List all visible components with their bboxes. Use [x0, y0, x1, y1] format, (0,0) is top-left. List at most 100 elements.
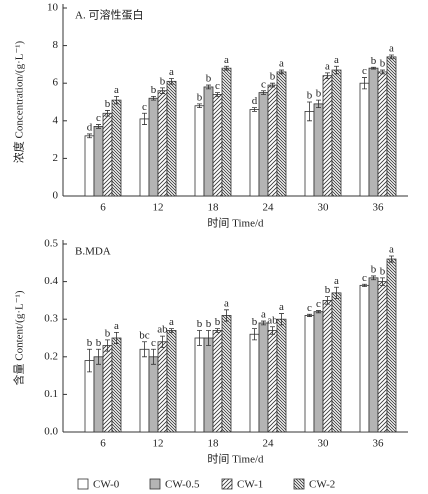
y-tick-label: 2: [53, 152, 59, 164]
y-tick-label: 8: [53, 39, 59, 51]
bar: [203, 86, 214, 197]
bar: [267, 84, 278, 197]
significance-letter: b: [96, 337, 102, 349]
bar: [359, 284, 370, 433]
significance-letter: ab: [157, 324, 168, 336]
bar: [313, 311, 324, 433]
significance-letter: a: [224, 54, 229, 66]
bar: [102, 345, 113, 433]
error-bar: [252, 107, 257, 112]
error-bar: [197, 103, 202, 109]
significance-letter: c: [215, 80, 220, 92]
error-bar: [151, 95, 156, 101]
significance-letter: c: [307, 302, 312, 314]
significance-letter: c: [142, 101, 147, 113]
x-tick-label: 18: [208, 202, 220, 214]
significance-letter: a: [389, 43, 394, 55]
significance-letter: d: [252, 95, 258, 107]
error-bar: [334, 65, 339, 75]
significance-letter: b: [307, 90, 313, 102]
bar: [157, 341, 168, 433]
significance-letter: b: [380, 265, 386, 277]
significance-letter: b: [87, 337, 93, 349]
error-bar: [325, 296, 330, 305]
significance-letter: b: [270, 71, 276, 83]
bar: [313, 103, 324, 197]
error-bar: [215, 92, 220, 97]
legend-swatch: [77, 478, 89, 490]
bar: [84, 135, 95, 197]
y-axis-label: 含量 Content/(g·L⁻¹): [12, 290, 26, 385]
error-bar: [334, 286, 339, 299]
x-tick-label: 12: [153, 202, 164, 214]
x-tick-label: 24: [263, 438, 275, 450]
bar: [111, 337, 122, 433]
error-bar: [142, 341, 147, 358]
significance-letter: d: [87, 121, 93, 133]
significance-letter: ab: [267, 314, 278, 326]
bar: [377, 281, 388, 433]
bar: [102, 112, 113, 197]
bar: [93, 126, 104, 197]
error-bar: [87, 133, 92, 139]
error-bar: [160, 87, 165, 94]
bar: [322, 75, 333, 197]
bar: [148, 356, 159, 433]
error-bar: [389, 255, 394, 263]
error-bar: [362, 77, 367, 90]
error-bar: [169, 328, 174, 333]
y-tick-label: 0.5: [44, 238, 58, 250]
error-bar: [87, 348, 92, 373]
significance-letter: b: [316, 88, 322, 100]
x-axis-label: 时间 Time/d: [207, 453, 264, 466]
significance-letter: b: [380, 58, 386, 70]
error-bar: [261, 90, 266, 95]
x-tick-label: 36: [373, 438, 385, 450]
x-tick-label: 6: [100, 202, 106, 214]
significance-letter: a: [169, 66, 174, 78]
significance-letter: a: [261, 309, 266, 321]
y-tick-label: 10: [47, 2, 59, 14]
x-tick-label: 36: [373, 202, 385, 214]
bar: [258, 92, 269, 197]
error-bar: [105, 110, 110, 117]
y-axis-label: 浓度 Concentration/(g·L⁻¹): [12, 40, 26, 163]
legend-swatch: [221, 478, 233, 490]
bar: [386, 258, 397, 433]
bar: [221, 67, 232, 197]
bar: [212, 94, 223, 197]
significance-letter: c: [316, 298, 321, 310]
significance-letter: c: [96, 112, 101, 124]
x-axis-label: 时间 Time/d: [207, 217, 264, 230]
error-bar: [105, 339, 110, 352]
significance-letter: b: [160, 75, 166, 87]
bar: [194, 337, 205, 433]
error-bar: [224, 309, 229, 322]
bar: [221, 315, 232, 433]
bar: [194, 105, 205, 197]
bar: [148, 97, 159, 197]
error-bar: [215, 328, 220, 333]
significance-letter: a: [114, 320, 119, 332]
error-bar: [270, 82, 275, 88]
bar: [304, 315, 315, 433]
bar: [267, 330, 278, 433]
bar: [331, 69, 342, 197]
significance-letter: a: [279, 301, 284, 313]
significance-letter: c: [151, 337, 156, 349]
bar: [304, 111, 315, 197]
error-bar: [362, 283, 367, 287]
significance-letter: a: [224, 297, 229, 309]
legend-swatch: [293, 478, 305, 490]
y-tick-label: 4: [53, 114, 59, 126]
error-bar: [380, 69, 385, 75]
significance-letter: b: [371, 263, 377, 275]
legend-label: CW-1: [237, 479, 263, 491]
significance-letter: b: [105, 98, 111, 110]
error-bar: [142, 112, 147, 125]
significance-letter: a: [389, 244, 394, 256]
chart-title: B.MDA: [75, 246, 111, 258]
bar: [139, 348, 150, 433]
significance-letter: b: [151, 84, 157, 96]
